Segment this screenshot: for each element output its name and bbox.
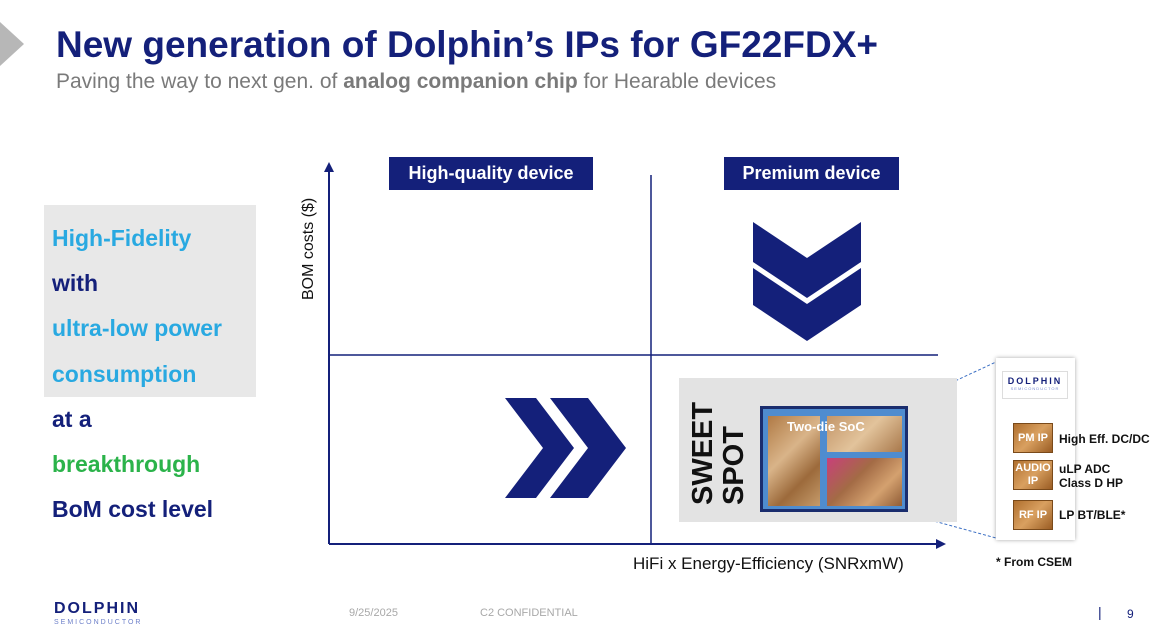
double-chevron-down-icon [753, 222, 861, 341]
two-die-soc-image: Two-die SoC [760, 406, 908, 512]
double-chevron-right-icon [505, 398, 626, 498]
quadrant-label-high-quality: High-quality device [389, 157, 593, 190]
y-axis-label: BOM costs ($) [300, 197, 317, 300]
page-number: 9 [1127, 607, 1134, 621]
die-right-bottom [827, 458, 902, 506]
rf-ip-block: RF IP [1013, 500, 1053, 530]
slide-subtitle: Paving the way to next gen. of analog co… [56, 70, 776, 94]
highlight-panel [44, 205, 256, 397]
message-line-4: consumption [52, 361, 197, 387]
message-line-3: ultra-low power [52, 315, 222, 341]
x-axis-label: HiFi x Energy-Efficiency (SNRxmW) [633, 554, 904, 573]
audio-ip-block: AUDIO IP [1013, 460, 1053, 490]
subtitle-text-end: for Hearable devices [577, 70, 777, 93]
footer-separator: | [1098, 604, 1102, 620]
subtitle-bold-text: analog companion chip [343, 70, 578, 93]
message-line-7: BoM cost level [52, 496, 214, 522]
footer-dolphin-logo: DOLPHIN SEMICONDUCTOR [54, 600, 142, 626]
chip-label: Two-die SoC [787, 419, 865, 434]
callout-dolphin-logo: DOLPHIN SEMICONDUCTOR [1002, 371, 1068, 399]
message-line-6: breakthrough [52, 451, 201, 477]
footer-date: 9/25/2025 [349, 607, 398, 619]
callout-logo-name: DOLPHIN [1007, 376, 1063, 386]
message-line-2: with [52, 270, 98, 296]
message-line-1: High-Fidelity [52, 225, 192, 251]
audio-ip-description: uLP ADC Class D HP [1059, 462, 1124, 490]
corner-chevron-icon [0, 22, 24, 66]
x-axis-arrowhead [936, 539, 946, 549]
rf-ip-description: LP BT/BLE* [1059, 508, 1126, 522]
footer-logo-name: DOLPHIN [54, 600, 140, 617]
callout-logo-sub: SEMICONDUCTOR [1010, 386, 1060, 391]
footer-confidential: C2 CONFIDENTIAL [480, 607, 578, 619]
pm-ip-block: PM IP [1013, 423, 1053, 453]
sweet-spot-label: SWEET SPOT [687, 401, 750, 505]
message-line-5: at a [52, 406, 92, 432]
quadrant-label-premium: Premium device [724, 157, 899, 190]
subtitle-text-start: Paving the way to next gen. of [56, 70, 344, 93]
slide-title: New generation of Dolphin’s IPs for GF22… [56, 24, 878, 65]
die-right-top [827, 416, 902, 452]
footnote: * From CSEM [996, 555, 1073, 569]
pm-ip-description: High Eff. DC/DC [1059, 432, 1150, 446]
die-left [768, 416, 820, 506]
footer-logo-sub: SEMICONDUCTOR [54, 619, 143, 626]
y-axis-arrowhead [324, 162, 334, 172]
